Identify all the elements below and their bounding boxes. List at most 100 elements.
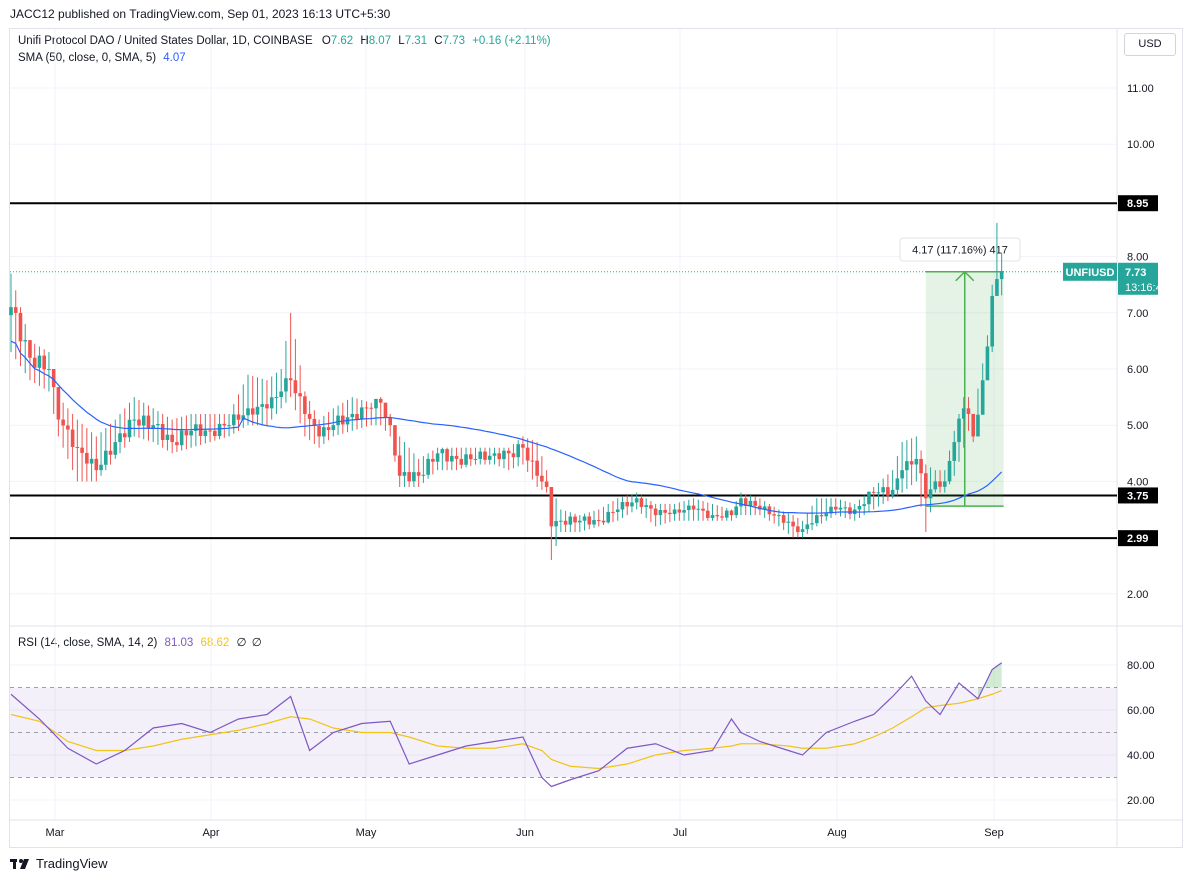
- tradingview-logo-icon: [10, 858, 29, 869]
- candle-body: [32, 357, 37, 368]
- candle-body: [952, 442, 957, 461]
- candle-body: [824, 513, 829, 517]
- candle-body: [331, 425, 336, 431]
- level-tag-label: 8.95: [1127, 198, 1148, 210]
- symbol-tag-label: UNFIUSD: [1066, 267, 1115, 279]
- sma-label[interactable]: SMA (50, close, 0, SMA, 5): [18, 52, 157, 64]
- candle-body: [743, 498, 748, 506]
- candle-body: [724, 510, 729, 518]
- candle-body: [66, 425, 70, 430]
- candle-body: [99, 464, 103, 471]
- rsi-extra-1: ∅: [236, 637, 247, 649]
- candle-body: [70, 429, 75, 448]
- price-tick-label: 8.00: [1127, 252, 1148, 264]
- rsi-sma-value: 68.62: [200, 637, 230, 649]
- candle-body: [544, 481, 549, 488]
- candle-body: [781, 515, 786, 523]
- candle-body: [402, 472, 407, 476]
- candle-body: [696, 508, 701, 510]
- candle-body: [421, 474, 426, 476]
- currency-button[interactable]: USD: [1124, 33, 1176, 56]
- candle-body: [194, 424, 198, 431]
- candle-body: [933, 481, 938, 490]
- candle-body: [431, 458, 435, 462]
- candle-body: [611, 511, 615, 513]
- measure-tool[interactable]: 4.17 (117.16%) 417: [899, 237, 1021, 507]
- candle-body: [971, 413, 976, 437]
- candle-body: [506, 450, 511, 454]
- rsi-tick-label: 40.00: [1127, 750, 1155, 762]
- candle-body: [468, 454, 473, 460]
- rsi-tick-label: 80.00: [1127, 660, 1155, 672]
- candle-body: [682, 510, 686, 513]
- rsi-sma-line: [10, 690, 1002, 770]
- candle-body: [976, 414, 980, 437]
- candle-body: [383, 402, 388, 418]
- candle-body: [938, 481, 942, 487]
- candle-body: [521, 444, 525, 448]
- candle-body: [748, 500, 753, 506]
- candle-body: [833, 506, 838, 510]
- price-tick-label: 7.00: [1127, 308, 1148, 320]
- symbol-label[interactable]: Unifi Protocol DAO / United States Dolla…: [18, 35, 313, 47]
- measure-label-box: [899, 237, 1021, 262]
- measure-label: 4.17 (117.16%) 417: [912, 245, 1008, 257]
- candle-body: [672, 509, 677, 515]
- candle-body: [231, 414, 236, 426]
- candle-body: [146, 415, 151, 429]
- price-tag-countdown: 13:16:46: [1125, 282, 1168, 294]
- price-tag-bg: [1118, 262, 1158, 295]
- candle-body: [122, 433, 127, 438]
- candle-body: [957, 418, 961, 443]
- close-label: C: [434, 35, 443, 47]
- candle-body: [843, 507, 848, 509]
- low-value: 7.31: [404, 35, 428, 47]
- candle-body: [942, 481, 947, 487]
- level-tag-bg: [1118, 487, 1158, 504]
- candle-body: [440, 449, 445, 454]
- candle-body: [862, 504, 866, 507]
- candle-body: [573, 516, 577, 523]
- candle-body: [170, 434, 174, 443]
- candle-body: [601, 520, 606, 523]
- candle-body: [668, 512, 672, 515]
- candle-body: [791, 521, 795, 527]
- footer: TradingView: [10, 856, 108, 871]
- change-value: +0.16 (+2.11%): [472, 35, 551, 47]
- candle-body: [250, 408, 255, 415]
- candle-body: [407, 472, 411, 482]
- candle-body: [47, 369, 51, 370]
- candle-body: [615, 509, 620, 512]
- candle-body: [445, 449, 449, 462]
- candle-body: [805, 524, 810, 530]
- candle-body: [871, 491, 876, 493]
- candle-body: [132, 419, 137, 421]
- candle-body: [227, 425, 231, 427]
- candle-body: [303, 396, 307, 414]
- grid: [10, 29, 1183, 847]
- candle-body: [492, 453, 497, 456]
- price-tick-label: 4.00: [1127, 476, 1148, 488]
- measure-arrow-head: [955, 270, 975, 282]
- candle-body: [217, 423, 222, 437]
- open-value: 7.62: [330, 35, 354, 47]
- candle-body: [786, 521, 791, 523]
- candle-body: [924, 473, 928, 499]
- candle-body: [734, 506, 739, 516]
- candle-body: [587, 516, 592, 525]
- candle-body: [857, 506, 862, 510]
- main-legend: Unifi Protocol DAO / United States Dolla…: [18, 35, 551, 47]
- candle-body: [378, 398, 383, 403]
- price-tick-label: 10.00: [1127, 139, 1155, 151]
- candle-body: [151, 425, 155, 429]
- candle-body: [563, 520, 568, 525]
- candle-body: [549, 487, 554, 527]
- candle-body: [540, 475, 544, 482]
- publish-info: JACC12 published on TradingView.com, Sep…: [10, 7, 391, 21]
- rsi-line: [10, 662, 1003, 788]
- rsi-label[interactable]: RSI (14, close, SMA, 14, 2): [18, 637, 158, 649]
- candle-body: [691, 505, 696, 510]
- candle-body: [336, 415, 340, 426]
- candle-body: [895, 478, 900, 490]
- candle-body: [80, 447, 84, 453]
